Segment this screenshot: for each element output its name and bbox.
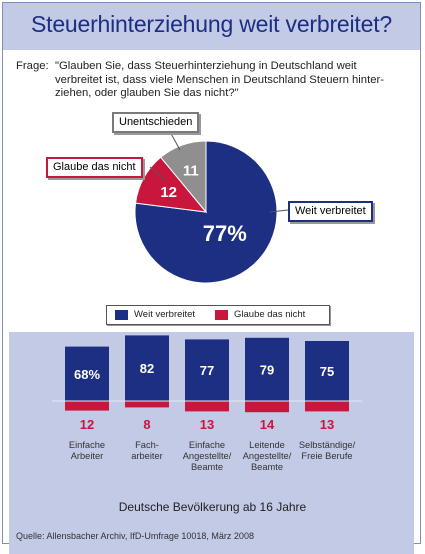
category-label-line: Freie Berufe (301, 451, 353, 461)
chart-title: Steuerhinterziehung weit verbreitet? (30, 11, 392, 37)
category-label-line: Leitende (249, 440, 285, 450)
bar-no-facharbeiter (125, 401, 169, 408)
legend-swatch-no (215, 310, 228, 320)
bar-value-yes-selbstaendige: 75 (320, 364, 334, 379)
title-bar: Steuerhinterziehung weit verbreitet? (3, 3, 420, 50)
bar-value-yes-leitende-angestellte: 79 (260, 362, 274, 377)
category-label-facharbeiter: Fach-arbeiter (112, 440, 182, 462)
callout-line-no (149, 166, 166, 181)
category-label-line: Arbeiter (70, 451, 104, 461)
source-note: Quelle: Allensbacher Archiv, IfD-Umfrage… (16, 531, 254, 541)
category-label-leitende-angestellte: Leitende Angestellte/Beamte (232, 440, 302, 473)
category-label-line: Beamte (190, 462, 224, 472)
category-label-line: Angestellte/ (182, 451, 232, 461)
pie-label-undecided: 11 (183, 162, 199, 179)
category-label-line: Beamte (250, 462, 284, 472)
category-label-selbstaendige: Selbständige/Freie Berufe (292, 440, 362, 462)
category-label-line: Fach- (135, 440, 159, 450)
chart-subtitle: Deutsche Bevölkerung ab 16 Jahre (118, 500, 307, 514)
category-label-line: Einfache (68, 440, 106, 450)
bar-yes-facharbeiter (125, 335, 169, 401)
bar-no-leitende-angestellte (245, 401, 289, 413)
bar-yes-arbeiter (65, 346, 109, 401)
bar-yes-selbstaendige (305, 341, 349, 401)
legend-label-yes: Weit verbreitet (134, 309, 196, 320)
bar-value-no-leitende-angestellte: 14 (260, 417, 275, 432)
bar-value-no-arbeiter: 12 (80, 417, 94, 432)
bar-no-selbstaendige (305, 401, 349, 412)
bar-value-yes-einfache-angestellte: 77 (200, 363, 214, 378)
bar-value-no-selbstaendige: 13 (320, 417, 334, 432)
pie-callout-no: Glaube das nicht (46, 157, 143, 178)
question-label: Frage: (16, 60, 49, 72)
category-label-line: Einfache (188, 440, 226, 450)
legend-swatch-yes (115, 310, 128, 320)
category-label-arbeiter: Einfache Arbeiter (52, 440, 122, 462)
bar-yes-einfache-angestellte (185, 339, 229, 401)
bar-no-arbeiter (65, 401, 109, 411)
pie-callout-undecided: Unentschieden (112, 112, 200, 133)
category-label-line: Angestellte/ (242, 451, 292, 461)
bar-legend: Weit verbreitet Glaube das nicht (106, 305, 330, 325)
bar-value-no-facharbeiter: 8 (143, 417, 150, 432)
bar-value-yes-arbeiter: 68% (74, 367, 100, 382)
bar-value-no-einfache-angestellte: 13 (200, 417, 214, 432)
category-label-line: Selbständige/ (298, 440, 356, 450)
pie-callout-yes: Weit verbreitet (288, 201, 373, 222)
pie-slice-undecided (160, 140, 207, 214)
question-text: "Glauben Sie, dass Steuerhinterziehung i… (55, 60, 385, 99)
pie-label-no: 12 (160, 184, 177, 201)
category-label-einfache-angestellte: Einfache Angestellte/Beamte (172, 440, 242, 473)
bar-value-yes-facharbeiter: 82 (140, 361, 154, 376)
category-label-line: arbeiter (131, 451, 163, 461)
callout-line-yes (269, 209, 289, 213)
bar-no-einfache-angestellte (185, 401, 229, 412)
legend-label-no: Glaube das nicht (234, 309, 306, 320)
bar-yes-leitende-angestellte (245, 337, 289, 401)
pie-label-yes: 77% (203, 221, 247, 246)
